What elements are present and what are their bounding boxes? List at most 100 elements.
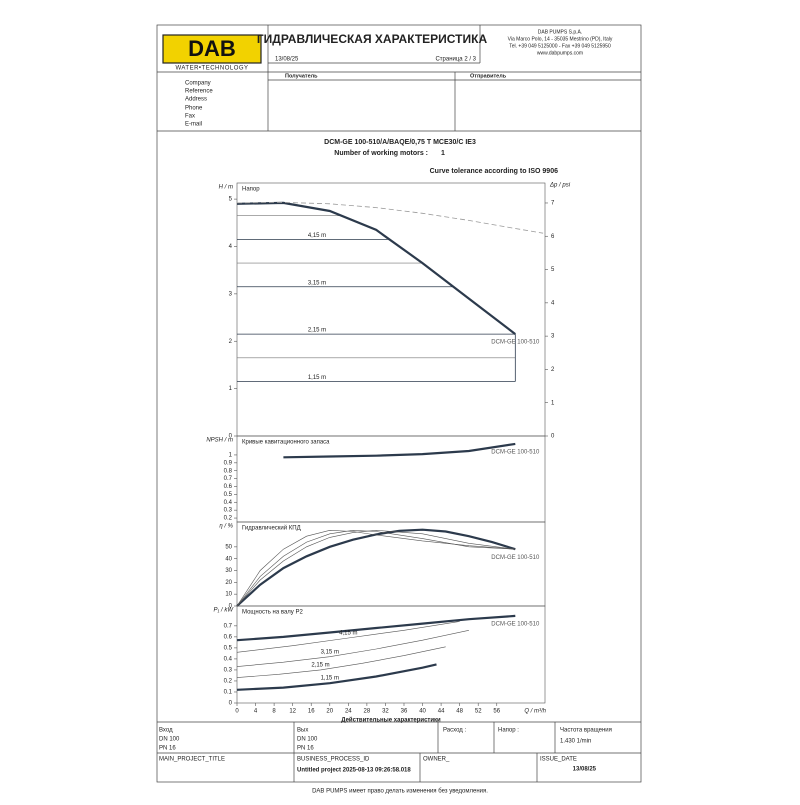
y2-tick-label: 0: [551, 434, 555, 440]
x-tick-label: 16: [308, 709, 315, 715]
speed: Частота вращения: [560, 728, 612, 734]
y-tick-label: 0.4: [224, 656, 233, 662]
y-tick-label: 0: [229, 604, 233, 610]
curve: [236, 528, 516, 607]
doc-title: ГИДРАВЛИЧЕСКАЯ ХАРАКТЕРИСТИКА: [257, 32, 488, 46]
footer: DAB PUMPS имеет право делать изменения б…: [312, 789, 488, 795]
field: Address: [185, 97, 207, 103]
date: 13/08/25: [275, 57, 299, 63]
x-axis-label: Q / m³/h: [524, 709, 546, 715]
outlet: DN 100: [297, 737, 318, 743]
panel-title: Кривые кавитационного запаса: [242, 440, 330, 446]
project-title: MAIN_PROJECT_TITLE: [159, 757, 225, 763]
x-tick-label: 28: [364, 709, 371, 715]
y2-tick-label: 3: [551, 334, 555, 340]
inlet: PN 16: [159, 746, 176, 752]
y2-tick-label: 4: [551, 300, 555, 306]
x-tick-label: 12: [289, 709, 296, 715]
panel-frame: [236, 521, 546, 607]
y-axis-label: NPSH / m: [206, 438, 233, 444]
y2-tick-label: 7: [551, 201, 555, 207]
y-tick-label: 3: [229, 291, 233, 297]
panel-title: Напор: [242, 187, 260, 193]
company-line: Via Marco Polo, 14 - 35035 Mestrino (PD)…: [508, 36, 613, 42]
curve: [236, 614, 516, 642]
x-tick-label: 36: [401, 709, 408, 715]
y-tick-label: 0.8: [224, 468, 233, 474]
logo-sub: WATER•TECHNOLOGY: [175, 66, 248, 72]
curve-label: DCM-GE 100-510: [491, 449, 540, 455]
y2-tick-label: 2: [551, 367, 555, 373]
issue-value: 13/08/25: [573, 767, 597, 773]
curve: [236, 663, 437, 691]
logo-box: [162, 34, 262, 64]
x-tick-label: 56: [493, 709, 500, 715]
y-tick-label: 0: [229, 434, 233, 440]
y2-axis-label: Δp / psi: [549, 183, 571, 189]
x-tick-label: 20: [326, 709, 333, 715]
panel-title: Гидравлический КПД: [242, 525, 301, 532]
field: Reference: [185, 89, 213, 95]
x-tick-label: 44: [438, 709, 445, 715]
x-tick-label: 32: [382, 709, 389, 715]
company-line: DAB PUMPS S.p.A.: [538, 29, 582, 35]
inlet: Вход: [159, 728, 173, 734]
curve-label: 2,15 m: [311, 663, 329, 669]
y-tick-label: 0.2: [224, 679, 233, 685]
y2-tick-label: 5: [551, 267, 555, 273]
x-tick-label: 40: [419, 709, 426, 715]
company-line: Tel. +39 049 5125000 - Fax +39 049 51259…: [509, 43, 611, 49]
curve: [236, 529, 516, 607]
y-tick-label: 0.5: [224, 492, 233, 498]
x-tick-label: 4: [254, 709, 258, 715]
tolerance: Curve tolerance according to ISO 9906: [430, 168, 558, 175]
y-tick-label: 0.2: [224, 516, 233, 522]
field: Company: [185, 81, 211, 87]
curve-label: DCM-GE 100-510: [491, 555, 540, 561]
panel-title: Мощность на валу P2: [242, 610, 303, 616]
y2-tick-label: 6: [551, 234, 555, 240]
x-tick-label: 0: [235, 709, 239, 715]
y-tick-label: 50: [225, 544, 232, 550]
head: Напор :: [498, 728, 519, 734]
setpoint-label: 1,15 m: [308, 375, 326, 381]
curve: [236, 201, 544, 234]
y-tick-label: 0.6: [224, 484, 233, 490]
y-axis-label: P₁ / kW: [213, 608, 234, 614]
page-number: Страница 2 / 3: [435, 57, 476, 63]
issue-label: ISSUE_DATE: [540, 757, 577, 763]
curve: [236, 529, 516, 607]
y-tick-label: 0.7: [224, 623, 233, 629]
y-tick-label: 30: [225, 568, 232, 574]
process-value: Untitled project 2025-08-13 09:26:58.018: [297, 768, 411, 774]
y-tick-label: 2: [229, 339, 233, 345]
y-axis-label: H / m: [219, 185, 233, 191]
y-tick-label: 0: [229, 701, 233, 707]
y-tick-label: 40: [225, 556, 232, 562]
outlet: Вых: [297, 728, 308, 734]
x-tick-label: 48: [456, 709, 463, 715]
y-tick-label: 0.3: [224, 508, 233, 514]
y-tick-label: 0.7: [224, 476, 233, 482]
panel-frame: [236, 182, 546, 437]
curve: [236, 621, 460, 653]
y-tick-label: 5: [229, 197, 233, 203]
setpoint-label: 3,15 m: [308, 280, 326, 286]
curve-label: 4,15 m: [339, 631, 357, 637]
flow: Расход :: [443, 728, 466, 734]
recipient: Получатель: [285, 73, 318, 79]
curve: [236, 529, 516, 607]
y-tick-label: 1: [229, 386, 233, 392]
curve: [236, 201, 516, 335]
y-axis-label: η / %: [219, 524, 233, 530]
y-tick-label: 10: [225, 592, 232, 598]
model: DCM-GE 100-510/A/BAQE/0,75 T MCE30/C IE3: [324, 139, 476, 146]
sender: Отправитель: [470, 73, 507, 79]
x-tick-label: 8: [272, 709, 276, 715]
y-tick-label: 0.1: [224, 690, 233, 696]
x-tick-label: 24: [345, 709, 352, 715]
curve-label: 3,15 m: [321, 649, 339, 655]
curve-label: DCM-GE 100-510: [491, 621, 540, 627]
x-caption: Действительные характеристики: [341, 717, 441, 724]
